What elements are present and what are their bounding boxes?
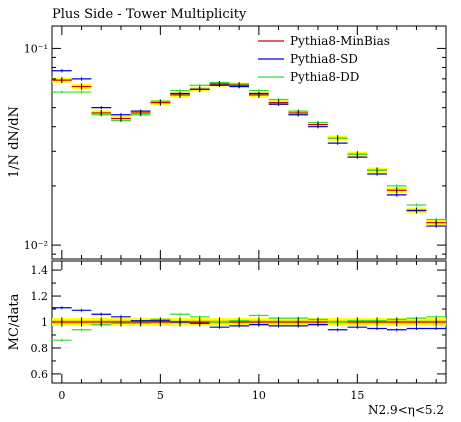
series (52, 80, 446, 222)
ratio-y-axis-label: MC/data (7, 293, 22, 350)
x-tick-label: 5 (157, 389, 164, 402)
main-x-ticks (61, 26, 437, 259)
ratio-y-ticks: 0.6 0.8 1 1.2 1.4 0 5 10 15 (31, 264, 446, 402)
x-tick-label: 10 (252, 389, 266, 402)
y-tick-label: 0.6 (31, 368, 49, 381)
x-axis-label: N2.9<η<5.2 (368, 403, 444, 417)
ratio-data-points (61, 317, 437, 327)
main-series (52, 69, 446, 228)
y-tick-label: 0.8 (31, 342, 49, 355)
y-tick-label: 1.4 (31, 264, 49, 277)
legend-label: Pythia8-DD (290, 70, 359, 84)
main-y-axis-label: 1/N dN/dN (7, 106, 22, 178)
y-tick-label: 1 (41, 316, 48, 329)
ratio-series (52, 306, 446, 342)
main-y-ticks: 10⁻¹ 10⁻² (24, 42, 446, 255)
main-data-band (52, 77, 446, 226)
chart-title: Plus Side - Tower Multiplicity (52, 7, 247, 22)
ratio-x-ticks (61, 261, 437, 383)
x-tick-label: 0 (58, 389, 65, 402)
main-plot: 10⁻¹ 10⁻² 1/N dN/dN (7, 25, 447, 260)
data-points (61, 77, 437, 226)
y-tick-label: 10⁻¹ (24, 42, 48, 55)
legend: Pythia8-MinBias Pythia8-SD Pythia8-DD (258, 34, 390, 84)
series (52, 78, 446, 225)
ratio-plot: 0.6 0.8 1 1.2 1.4 0 5 10 15 MC/data N2.9<η<5.2 (7, 260, 447, 417)
y-tick-label: 1.2 (31, 290, 49, 303)
x-tick-label: 15 (350, 389, 364, 402)
legend-label: Pythia8-MinBias (290, 34, 390, 48)
main-plot-frame (51, 25, 447, 260)
legend-label: Pythia8-SD (290, 52, 358, 66)
y-tick-label: 10⁻² (24, 239, 48, 252)
